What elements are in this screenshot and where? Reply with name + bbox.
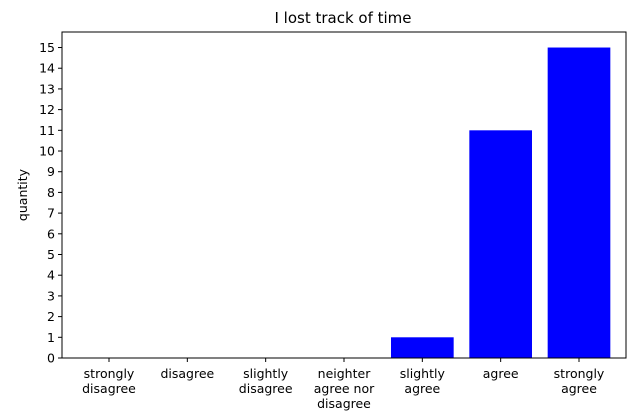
y-tick-label: 4 — [47, 268, 55, 283]
x-ticks-group: strongly disagree disagree slightly disagree… — [82, 358, 605, 411]
x-tick-label: agree — [483, 366, 519, 381]
y-tick-label: 11 — [39, 123, 55, 138]
y-tick-label: 5 — [47, 247, 55, 262]
x-tick-label: neighter agree nor disagree — [314, 366, 375, 411]
bar-4 — [391, 337, 454, 358]
y-tick-label: 2 — [47, 309, 55, 324]
x-tick-label: disagree — [160, 366, 214, 381]
y-tick-label: 1 — [47, 330, 55, 345]
x-tick-label: strongly disagree — [82, 366, 136, 396]
y-axis-label: quantity — [15, 168, 30, 221]
y-tick-label: 8 — [47, 185, 55, 200]
x-tick-label: strongly agree — [554, 366, 605, 396]
y-tick-label: 9 — [47, 164, 55, 179]
y-tick-label: 12 — [39, 102, 55, 117]
axes-frame — [61, 31, 627, 359]
y-tick-label: 6 — [47, 226, 55, 241]
chart-title: I lost track of time — [274, 9, 411, 27]
y-tick-label: 3 — [47, 288, 55, 303]
bar-6 — [547, 47, 611, 359]
bar-5 — [469, 130, 532, 358]
x-tick-label: slightly disagree — [239, 366, 293, 396]
y-tick-label: 0 — [47, 351, 55, 366]
y-tick-label: 15 — [39, 40, 55, 55]
y-tick-label: 13 — [39, 81, 55, 96]
y-tick-label: 10 — [39, 144, 55, 159]
y-tick-label: 14 — [39, 61, 55, 76]
y-tick-label: 7 — [47, 206, 55, 221]
bars-group — [391, 47, 611, 359]
x-tick-label: slightly agree — [400, 366, 446, 396]
